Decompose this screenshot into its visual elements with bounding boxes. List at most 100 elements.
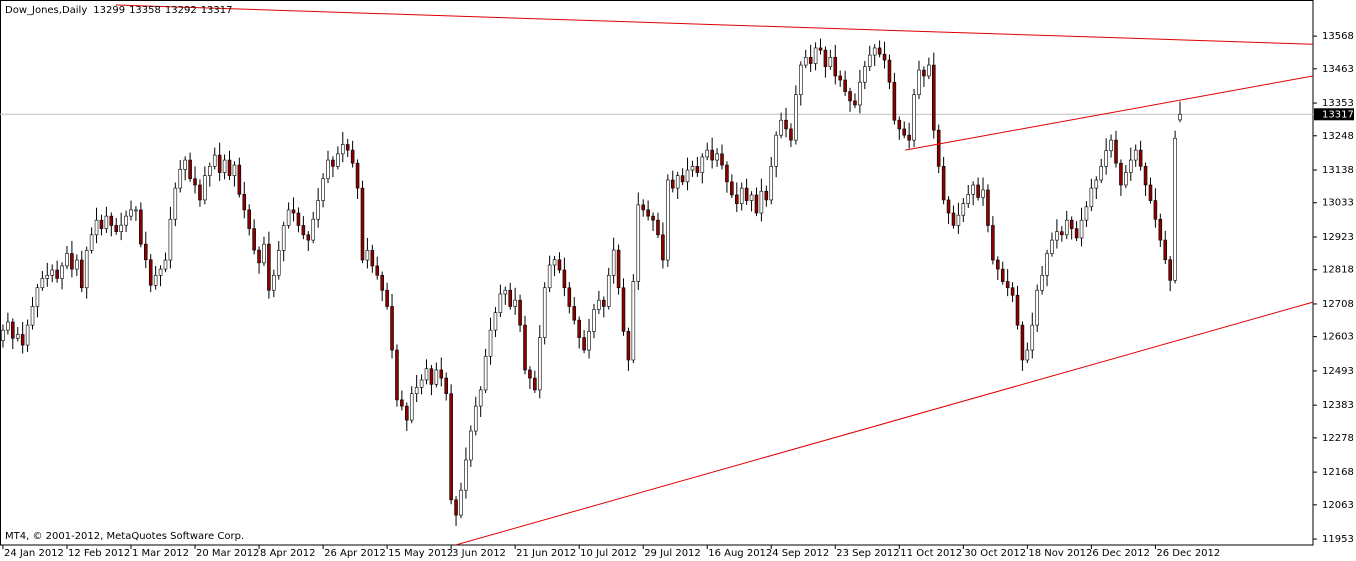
- candle-body: [533, 377, 537, 391]
- candle-body: [1143, 166, 1148, 186]
- candle-body: [1084, 206, 1089, 221]
- candle-body: [577, 319, 581, 338]
- candle-body: [700, 156, 705, 173]
- candle-body: [897, 119, 902, 130]
- y-tick-label: 12063: [1322, 500, 1354, 511]
- candle-body: [1138, 149, 1143, 167]
- last-high: 13358: [129, 5, 161, 16]
- candle-body: [1035, 289, 1039, 326]
- x-tick-label: 24 Jan 2012: [4, 548, 64, 559]
- candle-body: [1178, 113, 1182, 121]
- x-tick-label: 18 Nov 2012: [1028, 548, 1092, 559]
- candle-body: [134, 209, 138, 212]
- candle-body: [931, 64, 936, 131]
- candle-body: [178, 169, 183, 189]
- candle-body: [109, 215, 114, 226]
- candle-body: [158, 268, 163, 276]
- candle-body: [11, 321, 15, 339]
- x-tick-label: 11 Oct 2012: [900, 548, 962, 559]
- candle-body: [429, 368, 434, 385]
- candle-body: [119, 224, 123, 233]
- candle-body: [1099, 166, 1104, 181]
- candle-body: [473, 405, 478, 432]
- candle-body: [754, 194, 759, 214]
- copyright: MT4, © 2001-2012, MetaQuotes Software Co…: [5, 531, 244, 542]
- candle-body: [188, 159, 192, 180]
- candle-body: [227, 159, 232, 176]
- candle-body: [114, 225, 119, 233]
- candle-body: [1168, 259, 1172, 281]
- candle-body: [232, 164, 237, 176]
- candle-body: [872, 47, 877, 56]
- candle-body: [867, 54, 872, 67]
- candle-body: [503, 289, 508, 295]
- candle-body: [60, 265, 64, 279]
- plot-frame: [0, 0, 1314, 546]
- candle-body: [355, 162, 360, 189]
- candle-body: [341, 144, 345, 155]
- candle-body: [99, 219, 104, 229]
- candle-body: [70, 253, 74, 270]
- candle-body: [296, 212, 301, 226]
- candle-body: [1119, 162, 1123, 186]
- x-tick-label: 8 Apr 2012: [260, 548, 315, 559]
- candle-body: [173, 187, 178, 220]
- candle-body: [94, 219, 99, 236]
- candle-body: [621, 287, 626, 332]
- candle-body: [567, 287, 572, 307]
- x-tick-label: 26 Dec 2012: [1156, 548, 1220, 559]
- candle-body: [680, 175, 685, 183]
- candle-body: [641, 204, 645, 211]
- candle-body: [666, 179, 670, 261]
- candle-body: [690, 166, 695, 171]
- candle-body: [55, 269, 59, 279]
- x-tick-label: 1 Mar 2012: [132, 548, 189, 559]
- candle-body: [419, 379, 424, 388]
- x-tick-label: 26 Apr 2012: [324, 548, 386, 559]
- candle-body: [124, 215, 128, 226]
- price-label: 13317: [1322, 109, 1354, 120]
- last-low: 13292: [165, 5, 197, 16]
- chart-title: Dow_Jones,Daily: [5, 5, 87, 16]
- candle-body: [941, 166, 946, 201]
- candle-body: [301, 225, 306, 236]
- candle-body: [803, 57, 808, 66]
- candle-body: [252, 228, 256, 251]
- candle-body: [405, 405, 409, 421]
- candle-body: [104, 215, 109, 229]
- candle-body: [661, 234, 665, 261]
- candle-body: [217, 154, 222, 173]
- candle-body: [882, 53, 887, 61]
- candle-body: [828, 57, 833, 67]
- candle-body: [424, 368, 429, 381]
- y-tick-label: 11953: [1322, 534, 1354, 545]
- candle-body: [409, 393, 414, 421]
- candle-body: [976, 184, 980, 198]
- candle-body: [744, 187, 749, 201]
- candle-body: [139, 209, 143, 245]
- candle-body: [439, 369, 444, 379]
- candle-body: [30, 306, 35, 326]
- trendline: [905, 75, 1313, 151]
- candle-body: [547, 264, 552, 289]
- candle-body: [50, 269, 54, 276]
- candle-body: [6, 321, 10, 331]
- candle-body: [739, 187, 744, 204]
- candle-body: [434, 369, 439, 385]
- y-tick-label: 12708: [1322, 299, 1354, 310]
- candle-body: [237, 164, 242, 195]
- candle-body: [946, 199, 951, 214]
- candle-body: [1158, 218, 1163, 241]
- candle-body: [331, 159, 335, 167]
- candle-body: [833, 57, 838, 77]
- candle-body: [1094, 179, 1099, 189]
- candle-body: [291, 209, 296, 214]
- candle-body: [902, 128, 907, 136]
- candle-body: [370, 250, 375, 267]
- candle-body: [1163, 239, 1168, 261]
- candle-body: [518, 299, 522, 326]
- candle-body: [779, 119, 783, 136]
- x-tick-label: 23 Sep 2012: [836, 548, 899, 559]
- candle-body: [917, 69, 921, 95]
- candle-body: [863, 66, 867, 83]
